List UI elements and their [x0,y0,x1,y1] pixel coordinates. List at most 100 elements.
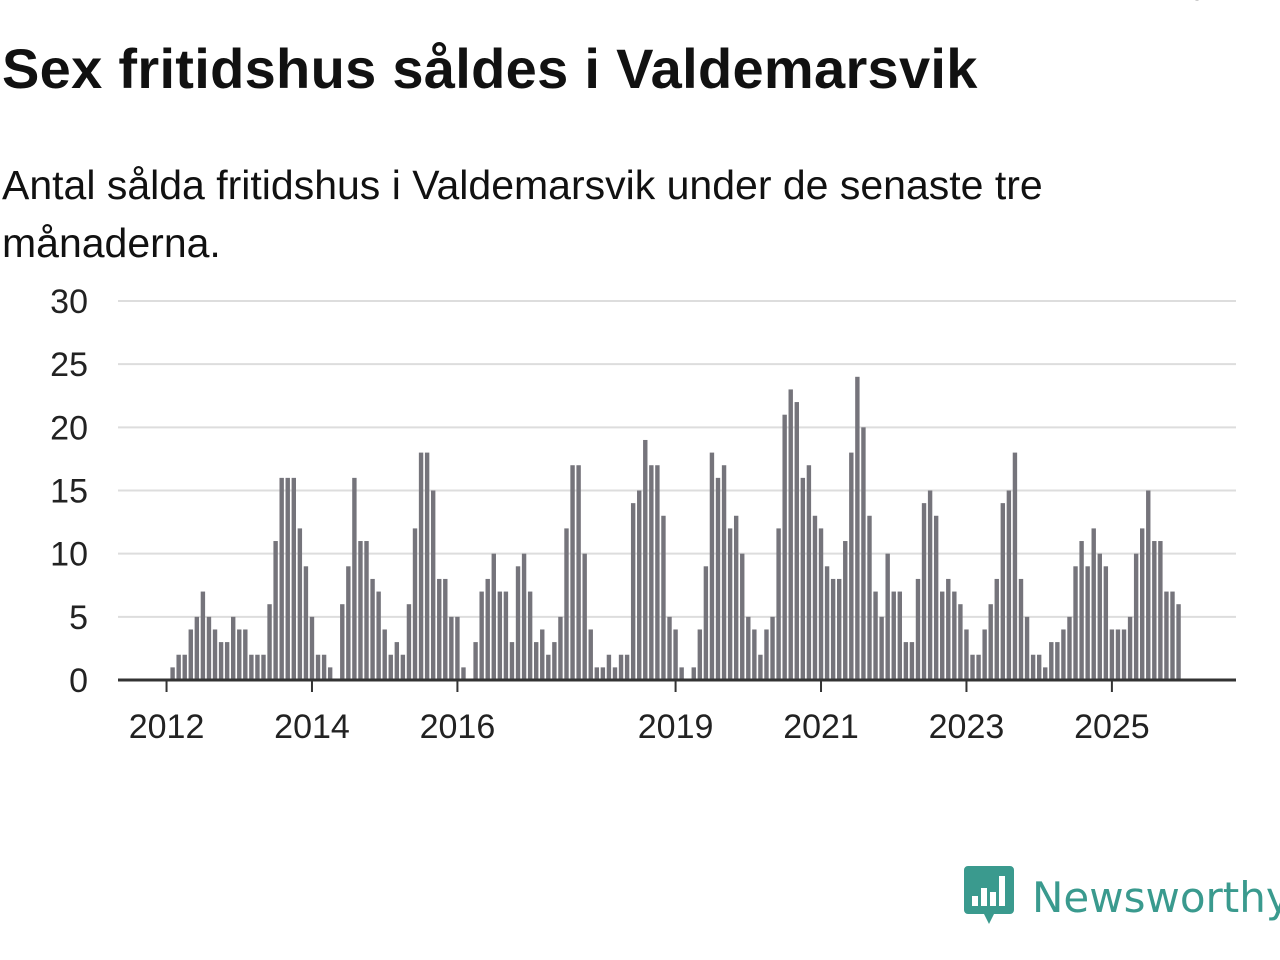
bar [249,654,254,680]
bar [697,629,703,680]
bar [1170,591,1175,680]
bar [321,654,327,680]
y-tick-label: 0 [69,662,88,700]
bar [1103,566,1109,680]
bar [891,591,896,680]
bar [958,604,963,680]
bar [1000,503,1006,680]
bar [1152,541,1157,680]
bar [212,629,218,680]
newsworthy-logo[interactable]: Newsworthy [964,864,1280,931]
bar [1158,541,1163,680]
bar [194,616,200,680]
x-tick-label: 2012 [129,708,205,746]
bar [479,591,484,680]
bar [576,465,581,680]
bar [649,465,654,680]
bar [964,629,969,680]
bar [1176,604,1181,680]
bar [418,452,424,680]
bar [315,654,321,680]
bar [588,629,593,680]
bar [679,667,684,680]
x-tick-label: 2016 [420,708,496,746]
bar [1012,452,1018,680]
bar [297,528,303,680]
bar [691,667,696,680]
bar [243,629,248,680]
bar [552,642,557,680]
bar [170,667,175,680]
bar [327,667,333,680]
x-tick-label: 2019 [638,708,714,746]
bar [940,591,945,680]
bar [1036,654,1042,680]
bar [564,528,569,680]
bar [1164,591,1169,680]
bar [200,591,206,680]
bar [667,616,672,680]
bar [231,616,236,680]
bar [303,566,309,680]
bar [1109,629,1115,680]
bar [800,477,806,680]
bar [570,465,575,680]
bar [837,578,842,680]
brand-name: Newsworthy [1032,872,1280,922]
bar [509,642,515,680]
bar [255,654,260,680]
bar [988,604,993,680]
bar [982,629,987,680]
x-tick-label: 2014 [274,708,350,746]
bar [630,503,636,680]
bar [933,515,939,680]
bar [485,578,490,680]
y-tick-label: 5 [69,599,88,637]
bar [776,528,781,680]
bar [540,629,545,680]
bar [503,591,509,680]
bar [637,490,642,680]
bar [794,402,799,680]
bar [1115,629,1121,680]
bar [534,642,539,680]
bar [364,541,369,680]
bar [273,541,278,680]
bar [727,528,733,680]
newsworthy-logo-icon [964,864,1014,931]
bar [176,654,181,680]
bar [612,667,618,680]
bar [927,490,933,680]
bar [970,654,975,680]
bar [218,642,224,680]
bar [1055,642,1060,680]
bar [521,553,527,680]
bar [1061,629,1066,680]
bar [1073,566,1078,680]
bar [491,553,496,680]
bar [661,515,666,680]
bar [976,654,981,680]
bar [1140,528,1145,680]
bar [346,566,351,680]
bar [849,452,854,680]
bar [515,566,521,680]
bar [1079,541,1084,680]
bar [655,465,660,680]
bar [430,490,436,680]
bar [1085,566,1090,680]
bar [709,452,715,680]
bar [1006,490,1012,680]
bar [752,629,757,680]
bar [400,654,406,680]
bar [824,566,830,680]
bar [182,654,187,680]
chart-subtitle: Antal sålda fritidshus i Valdemarsvik un… [2,162,1043,266]
bar [830,578,836,680]
bar [261,654,266,680]
bar [1091,528,1096,680]
bar [455,616,460,680]
bar [946,578,951,680]
bar [582,553,587,680]
bar [715,477,721,680]
